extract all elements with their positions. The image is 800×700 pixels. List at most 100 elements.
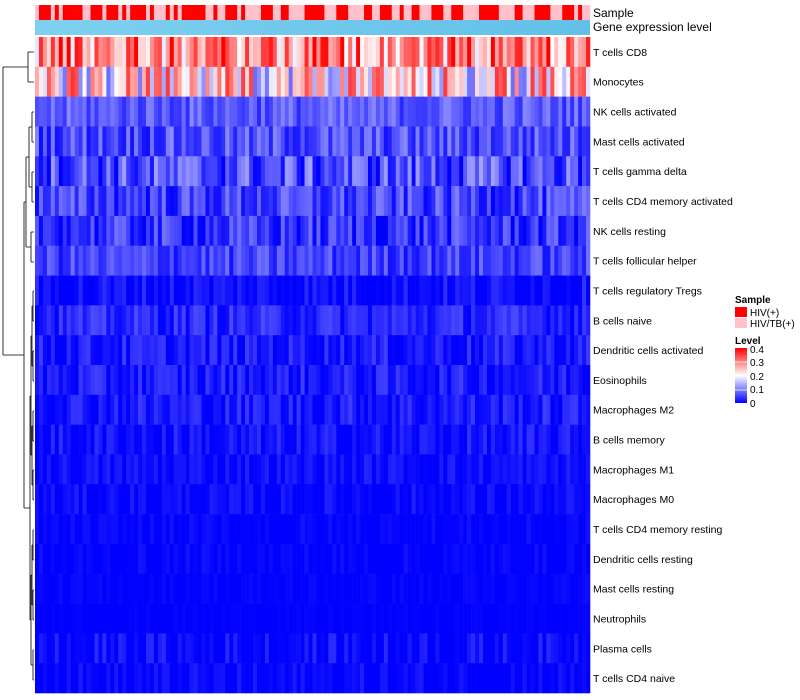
heatmap-cell	[110, 335, 115, 366]
sample-annotation-cell	[296, 5, 301, 20]
heatmap-cell	[165, 156, 171, 187]
heatmap-cell	[328, 186, 333, 217]
row-label: Plasma cells	[593, 643, 652, 655]
heatmap-cell	[371, 215, 377, 247]
heatmap-cell	[233, 365, 238, 396]
heatmap-cell	[379, 365, 385, 396]
heatmap-cell	[502, 663, 508, 694]
heatmap-cell	[574, 275, 579, 306]
heatmap-cell	[189, 514, 194, 545]
heatmap-cell	[415, 275, 420, 306]
heatmap-cell	[122, 663, 127, 694]
heatmap-cell	[352, 126, 357, 157]
heatmap-cell	[66, 275, 71, 306]
heatmap-cell	[161, 186, 167, 217]
heatmap-cell	[78, 573, 83, 604]
heatmap-cell	[221, 424, 226, 455]
heatmap-cell	[554, 663, 559, 694]
sample-annotation-cell	[161, 5, 167, 20]
heatmap-cell	[427, 186, 432, 217]
sample-annotation-cell	[221, 5, 226, 20]
heatmap-cell	[498, 454, 504, 485]
heatmap-cell	[506, 245, 512, 276]
heatmap-cell	[336, 66, 341, 97]
heatmap-cell	[566, 484, 571, 515]
heatmap-cell	[50, 156, 56, 187]
heatmap-cell	[225, 186, 230, 217]
heatmap-cell	[82, 543, 87, 575]
heatmap-cell	[284, 603, 290, 634]
heatmap-cell	[562, 156, 567, 187]
heatmap-cell	[364, 186, 369, 217]
heatmap-cell	[502, 186, 508, 217]
heatmap-cell	[253, 663, 258, 694]
dendrogram-branch	[32, 350, 34, 382]
heatmap-cell	[490, 275, 496, 306]
heatmap-cell	[368, 484, 373, 515]
heatmap-cell	[253, 484, 258, 515]
heatmap-cell	[177, 514, 182, 545]
heatmap-cell	[201, 663, 206, 694]
heatmap-cell	[312, 215, 317, 247]
heatmap-cell	[364, 96, 369, 127]
heatmap-cell	[498, 275, 504, 306]
heatmap-cell	[439, 335, 444, 366]
heatmap-cell	[542, 66, 547, 97]
sample-annotation-cell	[399, 5, 404, 20]
heatmap-cell	[82, 424, 87, 455]
heatmap-cell	[395, 305, 401, 336]
heatmap-cell	[494, 186, 500, 217]
heatmap-cell	[213, 663, 218, 694]
heatmap-cell	[78, 305, 83, 336]
heatmap-cell	[395, 663, 401, 694]
heatmap-cell	[114, 126, 119, 157]
heatmap-cell	[276, 454, 282, 485]
heatmap-cell	[197, 365, 202, 396]
heatmap-cell	[149, 215, 155, 247]
heatmap-cell	[344, 394, 349, 425]
heatmap-cell	[134, 603, 139, 634]
heatmap-cell	[62, 96, 68, 127]
heatmap-cell	[447, 394, 452, 425]
heatmap-cell	[98, 186, 103, 217]
heatmap-cell	[455, 96, 460, 127]
heatmap-cell	[70, 543, 75, 575]
heatmap-cell	[50, 96, 56, 127]
sample-annotation-cell	[229, 5, 234, 20]
heatmap-cell	[546, 484, 551, 515]
heatmap-cell	[181, 186, 186, 217]
sample-annotation-cell	[320, 5, 325, 20]
heatmap-cell	[217, 543, 222, 575]
heatmap-cell	[229, 156, 234, 187]
heatmap-cell	[570, 245, 575, 276]
heatmap-cell	[249, 126, 254, 157]
heatmap-cell	[193, 66, 198, 97]
heatmap-cell	[118, 66, 123, 97]
heatmap-cell	[46, 543, 52, 575]
heatmap-cell	[213, 96, 218, 127]
heatmap-cell	[463, 305, 468, 336]
heatmap-cell	[225, 514, 230, 545]
heatmap-cell	[82, 484, 87, 515]
heatmap-cell	[276, 514, 282, 545]
heatmap-cell	[249, 365, 254, 396]
heatmap-cell	[415, 633, 420, 664]
heatmap-cell	[526, 663, 531, 694]
heatmap-cell	[177, 96, 182, 127]
heatmap-cell	[54, 663, 60, 694]
heatmap-cell	[213, 245, 218, 276]
heatmap-cell	[74, 394, 79, 425]
heatmap-cell	[58, 663, 64, 694]
heatmap-cell	[550, 215, 555, 247]
sample-annotation-cell	[475, 5, 480, 20]
heatmap-cell	[106, 365, 111, 396]
sample-annotation-cell	[149, 5, 155, 20]
heatmap-cell	[280, 156, 286, 187]
heatmap-cell	[35, 365, 40, 396]
heatmap-cell	[130, 186, 135, 217]
heatmap-cell	[451, 424, 456, 455]
heatmap-cell	[90, 663, 95, 694]
heatmap-cell	[46, 126, 52, 157]
heatmap-cell	[233, 215, 238, 247]
heatmap-cell	[102, 514, 107, 545]
